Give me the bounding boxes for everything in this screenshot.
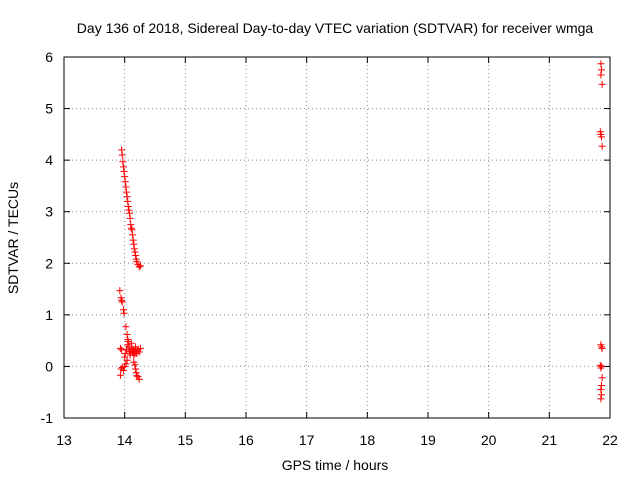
x-tick-label: 14 bbox=[117, 432, 133, 448]
y-tick-label: -1 bbox=[41, 410, 54, 426]
data-point bbox=[127, 339, 135, 347]
data-point bbox=[132, 369, 140, 377]
data-point bbox=[130, 245, 138, 253]
x-tick-label: 21 bbox=[542, 432, 558, 448]
data-point bbox=[120, 309, 128, 317]
x-tick-label: 13 bbox=[56, 432, 72, 448]
data-point bbox=[597, 71, 605, 79]
data-point bbox=[126, 214, 134, 222]
data-point bbox=[598, 343, 606, 351]
x-tick-label: 16 bbox=[238, 432, 254, 448]
y-tick-label: 6 bbox=[45, 49, 53, 65]
data-point bbox=[118, 296, 126, 304]
data-point bbox=[130, 240, 138, 248]
data-point bbox=[598, 66, 606, 74]
data-point bbox=[598, 382, 606, 390]
data-point bbox=[598, 374, 606, 382]
data-point bbox=[121, 173, 129, 181]
data-point bbox=[118, 298, 126, 306]
data-point bbox=[598, 362, 606, 370]
data-point bbox=[597, 60, 605, 68]
data-point bbox=[130, 351, 138, 359]
data-point bbox=[129, 236, 137, 244]
x-tick-label: 19 bbox=[420, 432, 436, 448]
data-point bbox=[129, 231, 137, 239]
data-point bbox=[597, 395, 605, 403]
data-point bbox=[122, 183, 130, 191]
x-tick-label: 15 bbox=[178, 432, 194, 448]
x-axis-label: GPS time / hours bbox=[282, 457, 389, 473]
data-point bbox=[598, 133, 606, 141]
data-point bbox=[127, 221, 135, 229]
data-point bbox=[135, 348, 143, 356]
data-point bbox=[121, 350, 129, 358]
data-point bbox=[122, 360, 130, 368]
data-point bbox=[597, 364, 605, 372]
data-point bbox=[598, 142, 606, 150]
data-point bbox=[120, 167, 128, 175]
data-point bbox=[123, 193, 131, 201]
data-points bbox=[116, 60, 606, 403]
data-point bbox=[598, 344, 606, 352]
axis-ticks: 13 14 15 16 17 18 19 20 21 22 -1 0 1 2 3 4 5 6 bbox=[41, 49, 618, 448]
data-point bbox=[131, 361, 139, 369]
data-point bbox=[119, 158, 127, 166]
data-point bbox=[116, 287, 124, 295]
data-point bbox=[116, 371, 124, 379]
data-point bbox=[124, 197, 132, 205]
data-point bbox=[118, 151, 126, 159]
x-tick-label: 18 bbox=[360, 432, 376, 448]
data-point bbox=[132, 365, 140, 373]
data-point bbox=[122, 188, 130, 196]
data-point bbox=[135, 375, 143, 383]
x-tick-label: 20 bbox=[481, 432, 497, 448]
data-point bbox=[135, 263, 143, 271]
y-tick-label: 1 bbox=[45, 307, 53, 323]
data-point bbox=[136, 344, 144, 352]
y-axis-label: SDTVAR / TECUs bbox=[5, 182, 21, 294]
data-point bbox=[123, 330, 131, 338]
x-tick-label: 17 bbox=[299, 432, 315, 448]
y-tick-label: 0 bbox=[45, 358, 53, 374]
data-point bbox=[136, 262, 144, 270]
data-point bbox=[598, 391, 606, 399]
data-point bbox=[597, 386, 605, 394]
data-point bbox=[131, 248, 139, 256]
data-point bbox=[122, 323, 130, 331]
data-point bbox=[128, 226, 136, 234]
y-tick-label: 4 bbox=[45, 152, 53, 168]
y-tick-label: 2 bbox=[45, 255, 53, 271]
plot-frame bbox=[63, 56, 611, 419]
data-point bbox=[116, 344, 124, 352]
chart-title: Day 136 of 2018, Sidereal Day-to-day VTE… bbox=[77, 20, 594, 36]
data-point bbox=[598, 80, 606, 88]
data-point bbox=[118, 146, 126, 154]
data-point bbox=[125, 343, 133, 351]
data-point bbox=[132, 252, 140, 260]
data-point bbox=[119, 367, 127, 375]
data-point bbox=[118, 346, 126, 354]
data-point bbox=[133, 372, 141, 380]
data-point bbox=[126, 209, 134, 217]
data-point bbox=[123, 356, 131, 364]
data-point bbox=[119, 163, 127, 171]
data-point bbox=[121, 178, 129, 186]
x-tick-label: 22 bbox=[602, 432, 618, 448]
data-point bbox=[125, 206, 133, 214]
grid-lines bbox=[64, 57, 610, 418]
data-point bbox=[124, 338, 132, 346]
data-point bbox=[119, 306, 127, 314]
y-tick-label: 5 bbox=[45, 101, 53, 117]
y-tick-label: 3 bbox=[45, 204, 53, 220]
data-point bbox=[127, 224, 135, 232]
data-point bbox=[124, 203, 132, 211]
